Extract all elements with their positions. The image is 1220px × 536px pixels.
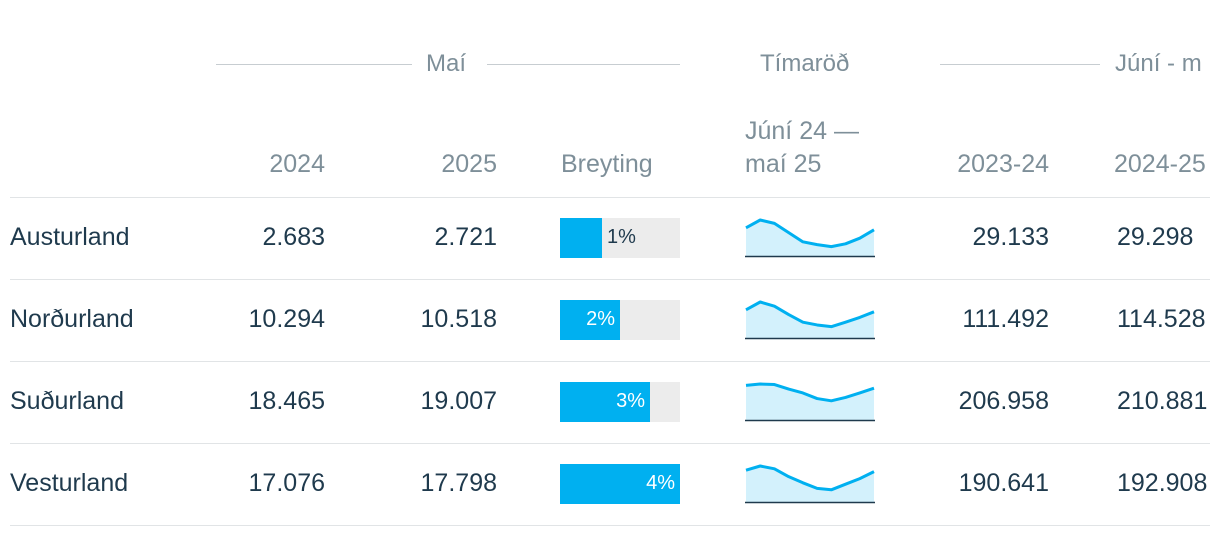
value-period-2023-24: 190.641: [958, 469, 1049, 497]
value-period-2024-25: 210.881: [1117, 387, 1208, 415]
row-separator: [10, 279, 1210, 280]
group-header-series: Tímaröð: [760, 50, 850, 77]
value-may-2025: 2.721: [434, 223, 497, 251]
sparkline: [745, 382, 875, 422]
sparkline: [745, 464, 875, 504]
change-bar-fill: [560, 464, 680, 504]
region-name[interactable]: Vesturland: [10, 469, 129, 497]
change-bar: 3%: [560, 382, 680, 422]
sparkline-area: [746, 466, 874, 502]
sparkline-line: [745, 300, 875, 329]
change-bar: 4%: [560, 464, 680, 504]
value-period-2024-25: 114.528: [1117, 305, 1206, 333]
sparkline: [745, 300, 875, 340]
change-label: 2%: [586, 308, 615, 330]
group-line-period: [940, 64, 1100, 65]
value-may-2025: 10.518: [420, 305, 497, 333]
row-separator: [10, 443, 1210, 444]
change-bar-fill: [560, 300, 620, 340]
change-bar-fill: [560, 382, 650, 422]
group-header-may: Maí: [426, 50, 467, 77]
region-name[interactable]: Austurland: [10, 223, 130, 251]
change-bar: 2%: [560, 300, 680, 340]
change-label: 4%: [646, 472, 675, 494]
change-bar-fill: [560, 218, 602, 258]
sparkline-line: [745, 218, 875, 249]
value-may-2024: 10.294: [248, 305, 325, 333]
change-bar: 1%: [560, 218, 680, 258]
region-name[interactable]: Norðurland: [10, 305, 134, 333]
column-header-2025[interactable]: 2025: [441, 150, 497, 178]
sparkline-area: [746, 302, 874, 338]
group-line-may-left: [216, 64, 412, 65]
group-header-period: Júní - m: [1115, 50, 1202, 77]
column-header-change[interactable]: Breyting: [561, 150, 653, 178]
value-period-2023-24: 29.133: [972, 223, 1049, 251]
header-separator: [10, 197, 1210, 198]
row-separator: [10, 361, 1210, 362]
column-header-2024-25[interactable]: 2024-25: [1114, 150, 1206, 178]
sparkline-area: [746, 384, 874, 420]
value-may-2024: 17.076: [248, 469, 325, 497]
change-label: 3%: [616, 390, 645, 412]
value-may-2025: 17.798: [420, 469, 497, 497]
change-label: 1%: [607, 226, 636, 248]
value-may-2024: 18.465: [248, 387, 325, 415]
column-header-series-line2: maí 25: [745, 150, 822, 178]
column-header-2023-24[interactable]: 2023-24: [957, 150, 1049, 178]
value-may-2025: 19.007: [420, 387, 497, 415]
row-separator: [10, 525, 1210, 526]
value-period-2024-25: 192.908: [1117, 469, 1208, 497]
value-period-2023-24: 111.492: [962, 305, 1049, 333]
column-header-2024[interactable]: 2024: [269, 150, 325, 178]
value-period-2024-25: 29.298: [1117, 223, 1194, 251]
value-may-2024: 2.683: [262, 223, 325, 251]
region-name[interactable]: Suðurland: [10, 387, 124, 415]
sparkline: [745, 218, 875, 258]
sparkline-area: [746, 220, 874, 256]
group-line-may-right: [487, 64, 680, 65]
sparkline-line: [745, 464, 875, 492]
value-period-2023-24: 206.958: [958, 387, 1049, 415]
column-header-series-line1: Júní 24 —: [745, 117, 859, 145]
sparkline-line: [745, 382, 875, 403]
